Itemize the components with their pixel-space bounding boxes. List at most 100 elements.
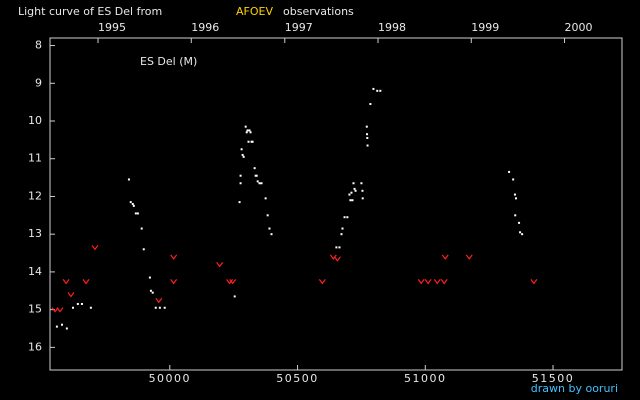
- observation-point: [151, 291, 154, 294]
- observation-point: [134, 212, 137, 215]
- observation-point: [136, 212, 139, 215]
- observation-point: [372, 87, 375, 90]
- observation-point: [268, 227, 271, 230]
- x2-tick-label: 1998: [378, 21, 406, 34]
- upper-limit-marker: [333, 256, 341, 262]
- observation-point: [352, 182, 355, 185]
- observation-point: [158, 306, 161, 309]
- observation-point: [521, 233, 524, 236]
- observation-point: [233, 295, 236, 298]
- observation-point: [361, 189, 364, 192]
- y-tick-label: 11: [28, 152, 42, 165]
- observation-point: [132, 204, 135, 207]
- observation-point: [514, 214, 517, 217]
- observation-point: [245, 131, 248, 134]
- observation-point: [238, 201, 241, 204]
- observation-point: [255, 174, 258, 177]
- upper-limit-marker: [91, 245, 99, 251]
- upper-limit-marker: [318, 278, 326, 285]
- observation-point: [65, 327, 68, 330]
- observation-point: [256, 180, 259, 183]
- y-tick-label: 9: [35, 76, 42, 89]
- observation-point: [338, 246, 341, 249]
- observation-point: [508, 170, 511, 173]
- observation-point: [518, 221, 521, 224]
- observation-point: [341, 227, 344, 230]
- observation-point: [348, 193, 351, 196]
- upper-limit-marker: [155, 297, 163, 304]
- observation-point: [71, 306, 74, 309]
- upper-limit-marker: [530, 278, 538, 285]
- y-tick-label: 15: [28, 303, 42, 316]
- upper-limit-marker: [465, 254, 473, 260]
- observation-point: [376, 89, 379, 92]
- observation-point: [366, 136, 369, 139]
- x2-tick-label: 2000: [565, 21, 593, 34]
- observation-point: [76, 302, 79, 305]
- observation-point: [142, 248, 145, 251]
- observation-point: [250, 140, 253, 143]
- y-tick-label: 10: [28, 114, 42, 127]
- observation-point: [163, 306, 166, 309]
- observation-point: [365, 125, 368, 128]
- x-tick-label: 50500: [276, 372, 319, 385]
- y-tick-label: 16: [28, 340, 42, 353]
- observation-point: [129, 201, 132, 204]
- annotation: ES Del (M): [140, 55, 197, 68]
- title-source: AFOEV: [236, 5, 273, 18]
- observation-point: [353, 187, 356, 190]
- observation-point: [240, 148, 243, 151]
- observation-point: [241, 153, 244, 156]
- observation-point: [519, 231, 522, 234]
- x2-tick-label: 1996: [191, 21, 219, 34]
- x2-tick-label: 1995: [98, 21, 126, 34]
- observation-point: [244, 125, 247, 128]
- y-tick-label: 14: [28, 265, 42, 278]
- observation-point: [154, 306, 157, 309]
- observation-point: [239, 182, 242, 185]
- observation-point: [366, 144, 369, 147]
- observation-point: [266, 214, 269, 217]
- observation-point: [379, 89, 382, 92]
- observation-point: [354, 189, 357, 192]
- observation-point: [361, 197, 364, 200]
- observation-point: [80, 302, 83, 305]
- upper-limit-marker: [329, 254, 337, 260]
- upper-limit-marker: [170, 278, 178, 285]
- upper-limit-marker: [433, 278, 441, 285]
- credit: drawn by ooruri: [531, 382, 618, 395]
- upper-limit-marker: [56, 307, 64, 313]
- upper-limit-marker: [216, 262, 224, 268]
- x-tick-label: 50000: [149, 372, 192, 385]
- observation-point: [264, 197, 267, 200]
- observation-point: [149, 289, 152, 292]
- upper-limit-marker: [417, 278, 425, 285]
- upper-limit-marker: [440, 278, 448, 285]
- observation-point: [254, 174, 257, 177]
- upper-limit-marker: [67, 292, 75, 298]
- observation-point: [242, 155, 245, 158]
- y-tick-label: 12: [28, 189, 42, 202]
- x-tick-label: 51500: [532, 372, 575, 385]
- upper-limit-marker: [82, 278, 90, 285]
- chart-title: Light curve of ES Del from: [18, 5, 162, 18]
- upper-limit-marker: [441, 254, 449, 260]
- y-tick-label: 8: [35, 39, 42, 52]
- observation-point: [369, 103, 372, 106]
- observation-point: [349, 199, 352, 202]
- upper-limit-marker: [229, 278, 237, 285]
- observation-point: [260, 182, 263, 185]
- observation-point: [513, 193, 516, 196]
- x-tick-label: 51000: [404, 372, 447, 385]
- observation-point: [246, 129, 249, 132]
- observation-point: [247, 140, 250, 143]
- observation-point: [366, 133, 369, 136]
- observation-point: [350, 191, 353, 194]
- upper-limit-marker: [226, 278, 234, 285]
- title-suffix: observations: [283, 5, 354, 18]
- observation-point: [55, 325, 58, 328]
- observation-point: [248, 129, 251, 132]
- observation-point: [343, 216, 346, 219]
- observation-point: [148, 276, 151, 279]
